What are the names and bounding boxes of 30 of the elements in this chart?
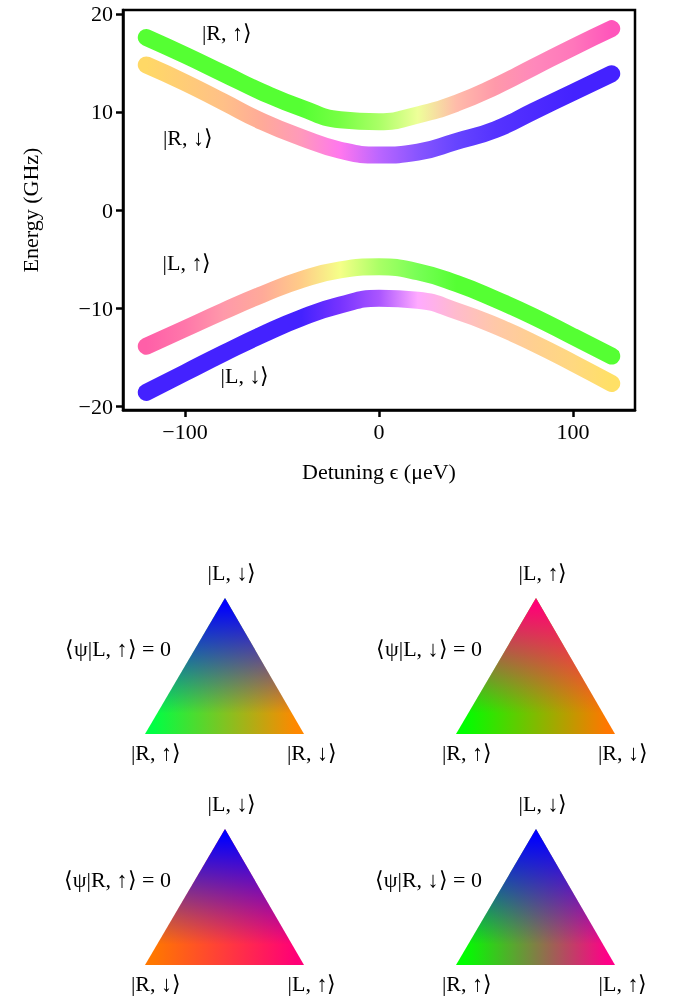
y-tick-label: −20 [78, 393, 113, 419]
text: |R, ↑⟩ [130, 739, 182, 765]
text: ⟨ψ|L, ↓⟩ = 0 [375, 635, 482, 661]
annotation: |R, ↑⟩ [201, 19, 253, 45]
text: ⟨ψ|R, ↑⟩ = 0 [63, 866, 171, 892]
text: ⟨ψ|R, ↓⟩ = 0 [374, 866, 482, 892]
y-tick-label: 10 [91, 99, 113, 125]
text: |L, ↓⟩ [518, 790, 568, 816]
text: |R, ↑⟩ [441, 739, 493, 765]
text: ⟨ψ|L, ↑⟩ = 0 [64, 635, 171, 661]
text: |R, ↓⟩ [597, 739, 649, 765]
text: |L, ↑⟩ [287, 970, 337, 996]
x-tick-label: 0 [373, 418, 385, 444]
x-tick-label: −100 [162, 418, 208, 444]
annotation: |R, ↓⟩ [162, 124, 214, 150]
y-tick-label: 20 [91, 1, 113, 27]
text: |R, ↑⟩ [441, 970, 493, 996]
text: |L, ↓⟩ [207, 790, 257, 816]
y-tick-label: 0 [102, 197, 113, 223]
annotation: |L, ↓⟩ [220, 362, 270, 388]
annotation: |L, ↑⟩ [162, 249, 212, 275]
text: |L, ↑⟩ [518, 559, 568, 585]
text: |L, ↓⟩ [207, 559, 257, 585]
y-tick-label: −10 [78, 295, 113, 321]
x-tick-label: 100 [556, 418, 590, 444]
x-axis-title: Detuning ϵ (μeV) [302, 458, 456, 484]
text: |L, ↑⟩ [598, 970, 648, 996]
text: |R, ↓⟩ [130, 970, 182, 996]
y-axis-title: Energy (GHz) [17, 147, 43, 273]
text: |R, ↓⟩ [286, 739, 338, 765]
